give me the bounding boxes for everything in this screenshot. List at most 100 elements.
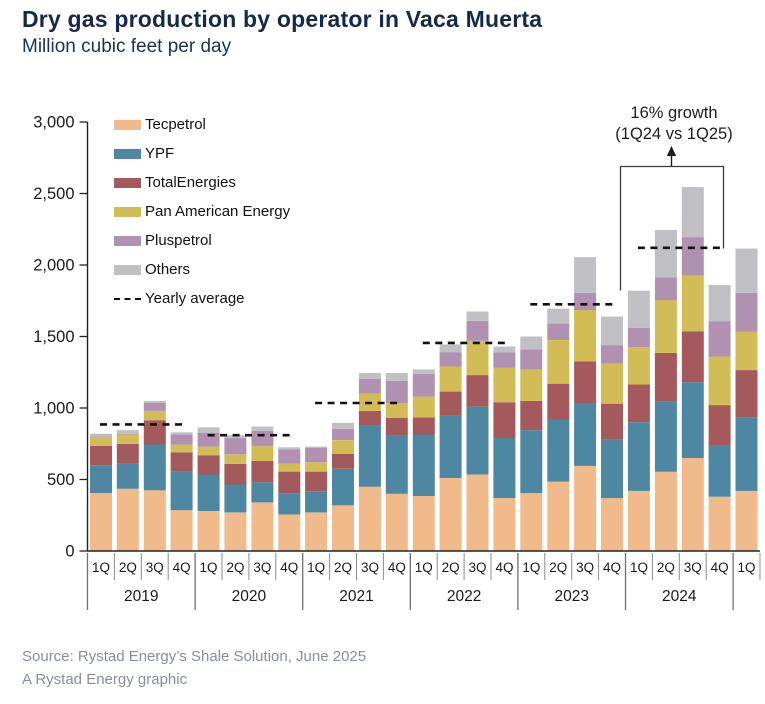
bar-segment-tecpetrol-6: [251, 502, 274, 551]
bar-segment-pluspetrol-1: [116, 433, 139, 435]
bar-segment-pan-american-energy-2: [143, 410, 166, 421]
legend-swatch-icon: [114, 148, 141, 159]
bar-segment-ypf-12: [412, 434, 435, 496]
bar-segment-ypf-20: [627, 422, 650, 491]
annotation-arrow-head-icon: [666, 146, 677, 156]
x-tick-label-quarter: 3Q: [253, 560, 271, 575]
x-tick-label-quarter: 1Q: [630, 560, 648, 575]
bar-segment-pan-american-energy-19: [601, 363, 623, 404]
bar-segment-ypf-24: [735, 417, 758, 491]
bar-segment-others-18: [574, 257, 597, 293]
legend-swatch-icon: [114, 235, 141, 246]
bar-segment-pan-american-energy-9: [332, 440, 354, 454]
bar-segment-pan-american-energy-20: [627, 347, 650, 385]
bar-segment-ypf-6: [251, 482, 274, 503]
bar-segment-totalenergies-10: [358, 410, 381, 426]
x-tick-label-quarter: 4Q: [603, 560, 621, 575]
bar-segment-totalenergies-8: [305, 471, 328, 492]
annotation-bracket: [619, 165, 725, 291]
bar-segment-totalenergies-22: [681, 331, 704, 383]
bar-segment-pan-american-energy-14: [466, 340, 489, 376]
bar-segment-tecpetrol-13: [439, 478, 462, 551]
x-tick-label-quarter: 2Q: [334, 560, 352, 575]
bar-segment-tecpetrol-3: [170, 510, 193, 551]
bar-segment-totalenergies-15: [493, 402, 516, 439]
legend-swatch-icon: [114, 264, 141, 275]
y-tick-label: 2,000: [33, 257, 74, 275]
y-tick-label: 0: [65, 543, 74, 561]
bar-segment-others-13: [439, 344, 462, 353]
y-tick-label: 500: [47, 471, 75, 489]
bar-segment-ypf-13: [439, 415, 462, 478]
bar-segment-pluspetrol-9: [332, 428, 354, 441]
x-tick-label-quarter: 3Q: [684, 560, 702, 575]
bar-segment-pluspetrol-8: [305, 448, 328, 463]
bar-segment-totalenergies-17: [547, 383, 570, 420]
bar-segment-others-1: [116, 430, 139, 434]
bar-segment-totalenergies-2: [143, 420, 166, 445]
legend-item-yearly-average: Yearly average: [114, 284, 290, 313]
credit-line: A Rystad Energy graphic: [22, 671, 188, 688]
axis-layer: 0 500 1,000 1,500 2,000 2,500 3,000 1Q 2Q 3Q 4Q 1Q 2…: [33, 114, 761, 610]
bar-segment-pan-american-energy-8: [305, 462, 328, 472]
bar-segment-totalenergies-7: [278, 471, 301, 494]
bar-segment-others-22: [681, 187, 704, 238]
bar-segment-tecpetrol-2: [143, 490, 166, 551]
bar-segment-pluspetrol-11: [385, 380, 408, 403]
bar-segment-others-20: [627, 290, 650, 328]
bar-segment-totalenergies-0: [90, 445, 112, 466]
bar-segment-pluspetrol-15: [493, 352, 516, 368]
bar-segment-pluspetrol-14: [466, 320, 489, 341]
bar-segment-others-16: [520, 336, 543, 350]
bar-segment-tecpetrol-16: [520, 493, 543, 551]
x-year-label: 2023: [554, 588, 588, 605]
legend-label: Pan American Energy: [145, 203, 291, 220]
legend-item-tecpetrol: Tecpetrol: [114, 110, 290, 139]
bar-segment-pan-american-energy-7: [278, 463, 301, 472]
bar-segment-totalenergies-9: [332, 453, 354, 469]
bar-segment-tecpetrol-4: [197, 511, 220, 551]
bar-segment-pan-american-energy-0: [90, 437, 112, 446]
bar-segment-others-9: [332, 423, 354, 429]
x-tick-label-quarter: 4Q: [388, 560, 406, 575]
legend-item-ypf: YPF: [114, 139, 290, 168]
bar-segment-others-23: [708, 285, 731, 322]
source-line: Source: Rystad Energy’s Shale Solution, …: [22, 648, 367, 665]
bar-segment-totalenergies-11: [385, 418, 408, 436]
bar-segment-pluspetrol-3: [170, 434, 193, 445]
bar-segment-ypf-0: [90, 465, 112, 494]
bar-segment-tecpetrol-12: [412, 495, 435, 551]
bar-segment-tecpetrol-23: [708, 496, 731, 551]
x-year-label: 2019: [124, 588, 158, 605]
bar-segment-tecpetrol-1: [116, 488, 139, 551]
bar-segment-pan-american-energy-22: [681, 275, 704, 332]
x-year-label: 2024: [662, 588, 697, 605]
bar-segment-others-8: [305, 446, 328, 448]
bar-segment-pan-american-energy-13: [439, 366, 462, 392]
bar-segment-tecpetrol-14: [466, 474, 489, 551]
bar-segment-pluspetrol-6: [251, 430, 274, 446]
legend-swatch-icon: [114, 119, 141, 130]
x-tick-label-quarter: 1Q: [415, 560, 433, 575]
bar-segment-totalenergies-19: [601, 403, 623, 440]
bar-segment-others-14: [466, 311, 489, 321]
x-tick-label-quarter: 1Q: [200, 560, 218, 575]
bar-segment-pluspetrol-13: [439, 352, 462, 367]
bar-segment-ypf-21: [654, 401, 677, 472]
bar-segment-pluspetrol-22: [681, 237, 704, 276]
page-subtitle: Million cubic feet per day: [22, 36, 232, 57]
bar-segment-pluspetrol-20: [627, 327, 650, 348]
x-tick-label-quarter: 4Q: [173, 560, 191, 575]
bar-segment-totalenergies-5: [224, 463, 247, 485]
legend: Tecpetrol YPF TotalEnergies Pan American En…: [114, 110, 290, 313]
x-tick-label-quarter: 1Q: [92, 560, 110, 575]
bar-segment-ypf-16: [520, 430, 543, 494]
bar-segment-ypf-7: [278, 493, 301, 515]
legend-label: Pluspetrol: [145, 232, 212, 249]
bar-segment-others-11: [385, 373, 408, 381]
x-year-label: 2022: [447, 588, 481, 605]
bar-segment-others-3: [170, 432, 193, 435]
bar-segment-totalenergies-12: [412, 417, 435, 435]
bar-segment-ypf-8: [305, 491, 328, 513]
